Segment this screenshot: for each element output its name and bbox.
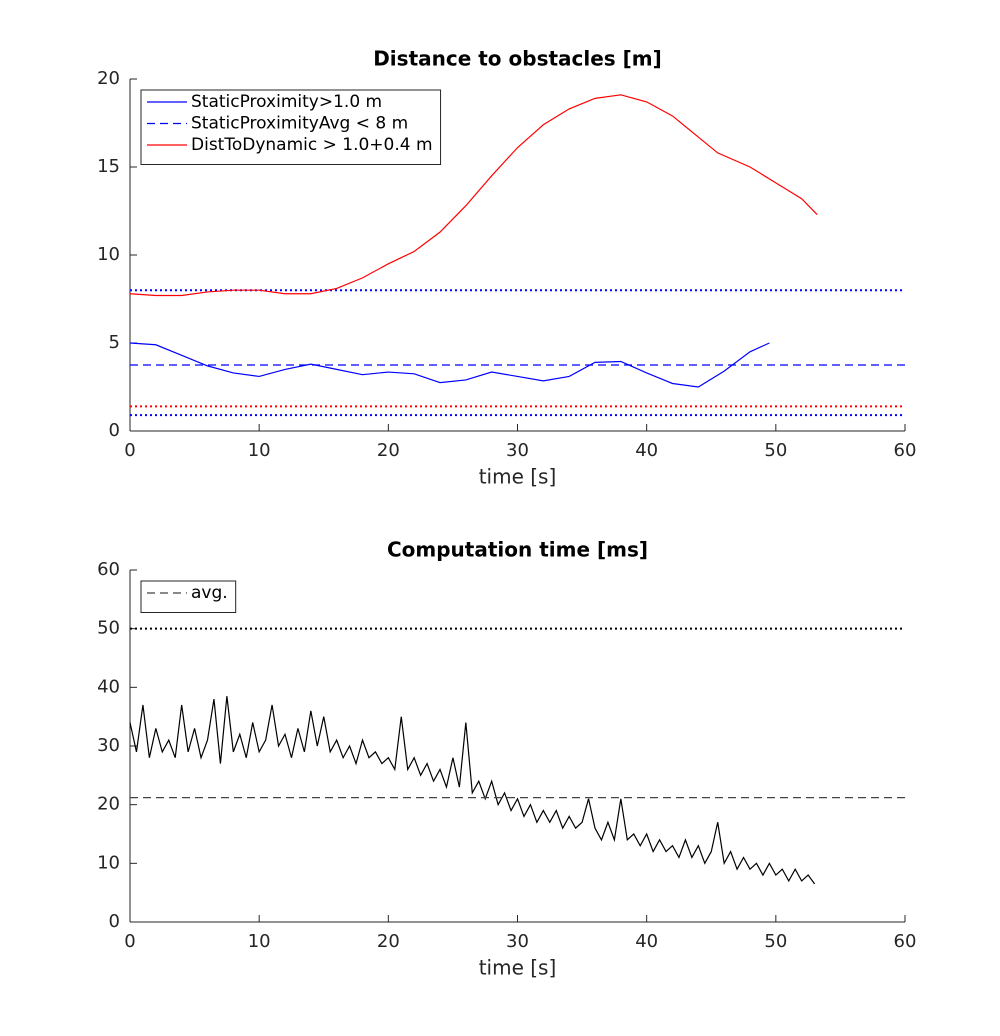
y-tick-label: 30: [97, 735, 120, 756]
x-tick-label: 0: [124, 440, 135, 461]
legend-label: StaticProximity>1.0 m: [191, 92, 382, 112]
y-tick-label: 20: [97, 68, 120, 89]
legend-box: [140, 580, 237, 613]
y-tick-label: 60: [97, 559, 120, 580]
legend-label: DistToDynamic > 1.0+0.4 m: [191, 135, 433, 155]
x-tick-label: 30: [506, 931, 529, 952]
y-tick-label: 10: [97, 852, 120, 873]
chart-title: Computation time [ms]: [387, 538, 648, 562]
data-line: [129, 696, 816, 885]
x-tick-label: 0: [124, 931, 135, 952]
y-tick-label: 10: [97, 244, 120, 265]
x-axis-label: time [s]: [479, 956, 557, 980]
y-tick-label: 0: [109, 911, 120, 932]
chart-title: Distance to obstacles [m]: [373, 47, 662, 71]
y-tick-label: 50: [97, 618, 120, 639]
x-tick-label: 10: [248, 931, 271, 952]
x-tick-label: 30: [506, 440, 529, 461]
y-tick-label: 0: [109, 420, 120, 441]
x-tick-label: 50: [764, 440, 787, 461]
x-tick-label: 60: [894, 931, 917, 952]
x-tick-label: 40: [635, 440, 658, 461]
x-tick-label: 40: [635, 931, 658, 952]
y-tick-label: 5: [109, 332, 120, 353]
x-axis-label: time [s]: [479, 465, 557, 489]
y-tick-label: 20: [97, 794, 120, 815]
legend-box: [140, 89, 442, 165]
data-line: [129, 94, 818, 297]
legend-label: StaticProximityAvg < 8 m: [191, 114, 408, 134]
x-tick-label: 20: [377, 440, 400, 461]
x-tick-label: 50: [764, 931, 787, 952]
y-tick-label: 40: [97, 676, 120, 697]
x-tick-label: 10: [248, 440, 271, 461]
x-tick-label: 60: [894, 440, 917, 461]
data-line: [129, 342, 770, 388]
x-tick-label: 20: [377, 931, 400, 952]
y-tick-label: 15: [97, 156, 120, 177]
legend-label: avg.: [191, 583, 228, 603]
